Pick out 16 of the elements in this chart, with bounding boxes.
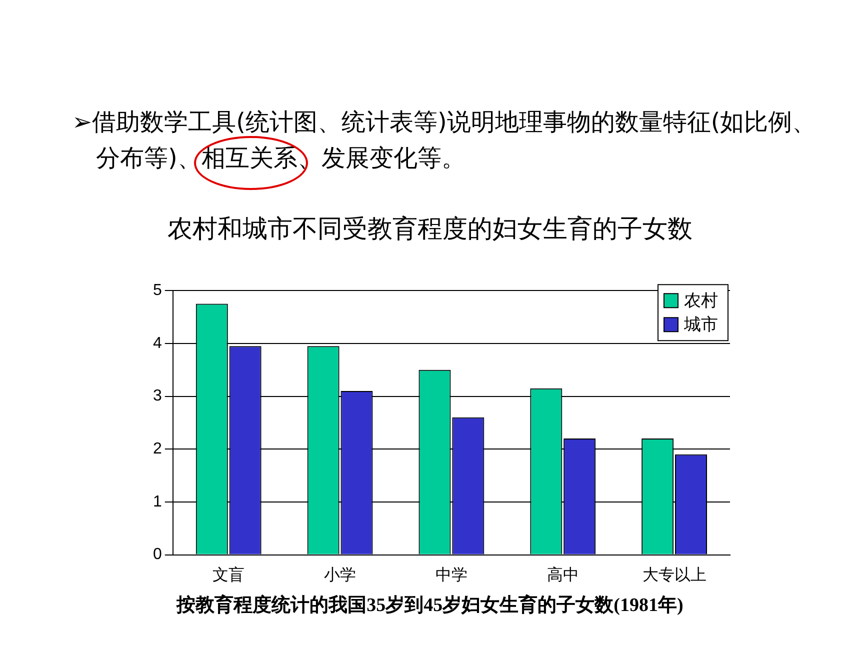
y-tick-label: 1 — [152, 493, 162, 510]
y-tick-label: 0 — [152, 546, 162, 564]
x-tick-label: 中学 — [435, 566, 468, 584]
y-tick-label: 5 — [152, 282, 162, 300]
text: 按教育程度统计的我国35岁到45岁妇女生育的子女数(1981年) — [175, 593, 684, 618]
x-tick-label: 大专以上 — [642, 566, 706, 584]
legend-label: 农村 — [684, 291, 718, 312]
y-tick-label: 2 — [152, 440, 162, 458]
chart-title: 农村和城市不同受教育程度的妇女生育的子女数 — [166, 213, 694, 245]
x-tick-label: 小学 — [324, 566, 356, 584]
x-tick-label: 文盲 — [212, 566, 245, 584]
y-tick-label: 4 — [152, 334, 162, 352]
text: ➢借助数学工具(统计图、统计表等)说明地理事物的数量特征(如比例、分布等)、相互关系、发展变化等。 — [72, 107, 818, 174]
y-tick-label: 3 — [152, 388, 162, 405]
legend-label: 城市 — [683, 315, 718, 336]
x-tick-label: 高中 — [546, 566, 579, 584]
